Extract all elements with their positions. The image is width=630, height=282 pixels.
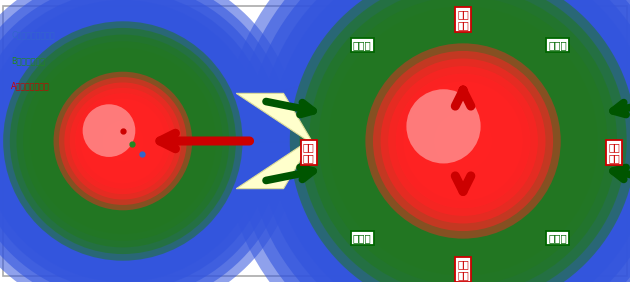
Ellipse shape [365,43,561,239]
Ellipse shape [8,26,238,256]
Ellipse shape [381,59,546,223]
Ellipse shape [248,0,630,282]
Ellipse shape [102,120,144,162]
Text: 市場
拡大: 市場 拡大 [457,259,469,280]
Ellipse shape [426,104,500,178]
Ellipse shape [0,0,282,282]
Ellipse shape [348,25,578,257]
Ellipse shape [37,54,209,228]
Text: A：雑貨大好き！: A：雑貨大好き！ [11,81,50,91]
Ellipse shape [0,0,290,282]
Polygon shape [236,93,312,189]
Ellipse shape [83,104,135,157]
Ellipse shape [284,0,630,282]
Ellipse shape [396,74,530,208]
Ellipse shape [0,17,246,265]
Ellipse shape [367,45,559,237]
Ellipse shape [331,9,595,273]
Ellipse shape [260,0,630,282]
Ellipse shape [403,81,523,201]
Ellipse shape [54,72,192,210]
Ellipse shape [30,48,216,234]
Ellipse shape [0,0,264,282]
Ellipse shape [309,0,617,282]
Ellipse shape [357,35,569,247]
Ellipse shape [23,41,222,241]
Ellipse shape [377,54,549,228]
Text: 満足度: 満足度 [548,40,567,50]
Ellipse shape [70,88,176,194]
Ellipse shape [236,0,630,282]
Ellipse shape [290,0,630,282]
Ellipse shape [406,89,481,164]
Ellipse shape [433,112,493,170]
Ellipse shape [50,68,196,214]
Ellipse shape [56,74,190,208]
Ellipse shape [96,115,149,167]
Ellipse shape [17,35,229,247]
Text: 満足度: 満足度 [548,233,567,243]
Ellipse shape [224,0,630,282]
Ellipse shape [16,35,229,247]
Ellipse shape [388,66,538,216]
Ellipse shape [418,96,508,186]
Ellipse shape [43,61,203,221]
Ellipse shape [299,0,627,282]
Ellipse shape [75,93,171,189]
Ellipse shape [81,99,165,183]
Text: 市場
拡大: 市場 拡大 [303,142,314,163]
Text: 満足度: 満足度 [353,40,372,50]
Ellipse shape [64,82,181,200]
Ellipse shape [0,0,273,282]
Ellipse shape [328,6,598,276]
Text: C：雑貨好きかも？: C：雑貨好きかも？ [11,31,55,40]
Ellipse shape [86,104,160,178]
Ellipse shape [319,0,607,282]
Ellipse shape [307,0,619,282]
Ellipse shape [10,28,236,254]
Ellipse shape [272,0,630,282]
Text: B：雑貨好き！: B：雑貨好き！ [11,56,45,65]
Ellipse shape [0,0,299,282]
Ellipse shape [26,44,220,238]
Ellipse shape [91,109,154,173]
Ellipse shape [319,0,607,282]
Text: 満足度: 満足度 [353,233,372,243]
Ellipse shape [411,89,515,193]
Ellipse shape [3,21,243,261]
Text: 市場
拡大: 市場 拡大 [609,142,620,163]
Ellipse shape [63,81,183,201]
Ellipse shape [59,77,186,205]
Ellipse shape [338,16,588,266]
Ellipse shape [0,9,255,273]
Text: 市場
拡大: 市場 拡大 [457,9,469,30]
Ellipse shape [295,0,630,282]
Ellipse shape [373,51,553,231]
